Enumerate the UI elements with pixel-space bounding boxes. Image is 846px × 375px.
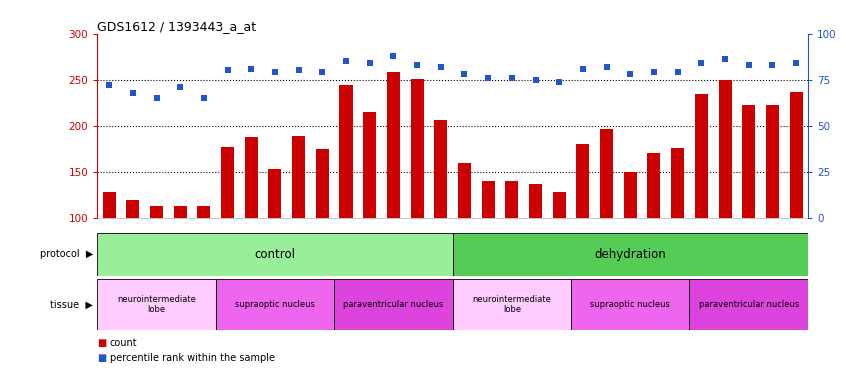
Bar [97, 232, 453, 276]
Bar [216, 279, 334, 330]
Bar [173, 206, 187, 218]
Point [126, 90, 140, 96]
Bar [221, 147, 234, 218]
Point [339, 58, 353, 64]
Bar [718, 80, 732, 218]
Text: control: control [255, 248, 295, 261]
Point [387, 53, 400, 59]
Text: tissue  ▶: tissue ▶ [50, 300, 93, 310]
Bar [292, 136, 305, 218]
Bar [571, 279, 689, 330]
Bar [453, 279, 571, 330]
Bar [363, 112, 376, 218]
Point [576, 66, 590, 72]
Point [505, 75, 519, 81]
Bar [334, 279, 453, 330]
Point [671, 69, 684, 75]
Point [244, 66, 258, 72]
Bar [244, 136, 258, 218]
Point [316, 69, 329, 75]
Bar [600, 129, 613, 218]
Bar [268, 169, 282, 217]
Point [647, 69, 661, 75]
Point [481, 75, 495, 81]
Bar [742, 105, 755, 218]
Point [434, 64, 448, 70]
Point [552, 78, 566, 84]
Bar [458, 163, 471, 218]
Bar [316, 148, 329, 217]
Point [410, 62, 424, 68]
Text: ■: ■ [97, 353, 107, 363]
Bar [766, 105, 779, 218]
Point [789, 60, 803, 66]
Point [150, 95, 163, 101]
Text: protocol  ▶: protocol ▶ [40, 249, 93, 259]
Text: paraventricular nucleus: paraventricular nucleus [699, 300, 799, 309]
Bar [529, 184, 542, 218]
Bar [695, 94, 708, 218]
Point [221, 68, 234, 74]
Point [292, 68, 305, 74]
Bar [126, 200, 140, 217]
Point [529, 77, 542, 83]
Bar [647, 153, 661, 218]
Bar [339, 85, 353, 218]
Bar [689, 279, 808, 330]
Text: neurointermediate
lobe: neurointermediate lobe [117, 295, 196, 314]
Text: dehydration: dehydration [595, 248, 666, 261]
Bar [197, 207, 211, 218]
Bar [453, 232, 808, 276]
Bar [150, 206, 163, 218]
Point [624, 71, 637, 77]
Point [363, 60, 376, 66]
Point [718, 57, 732, 63]
Text: supraoptic nucleus: supraoptic nucleus [235, 300, 315, 309]
Point [458, 71, 471, 77]
Text: supraoptic nucleus: supraoptic nucleus [591, 300, 670, 309]
Bar [434, 120, 448, 218]
Bar [97, 279, 216, 330]
Bar [552, 192, 566, 217]
Bar [624, 172, 637, 217]
Point [742, 62, 755, 68]
Bar [410, 79, 424, 218]
Point [173, 84, 187, 90]
Text: percentile rank within the sample: percentile rank within the sample [110, 353, 275, 363]
Bar [671, 148, 684, 217]
Point [766, 62, 779, 68]
Bar [102, 192, 116, 217]
Text: paraventricular nucleus: paraventricular nucleus [343, 300, 443, 309]
Point [268, 69, 282, 75]
Bar [387, 72, 400, 217]
Text: ■: ■ [97, 338, 107, 348]
Point [695, 60, 708, 66]
Point [102, 82, 116, 88]
Text: GDS1612 / 1393443_a_at: GDS1612 / 1393443_a_at [97, 20, 256, 33]
Bar [789, 92, 803, 218]
Point [600, 64, 613, 70]
Bar [481, 181, 495, 218]
Point [197, 95, 211, 101]
Bar [505, 181, 519, 218]
Text: neurointermediate
lobe: neurointermediate lobe [472, 295, 552, 314]
Text: count: count [110, 338, 138, 348]
Bar [576, 144, 590, 218]
